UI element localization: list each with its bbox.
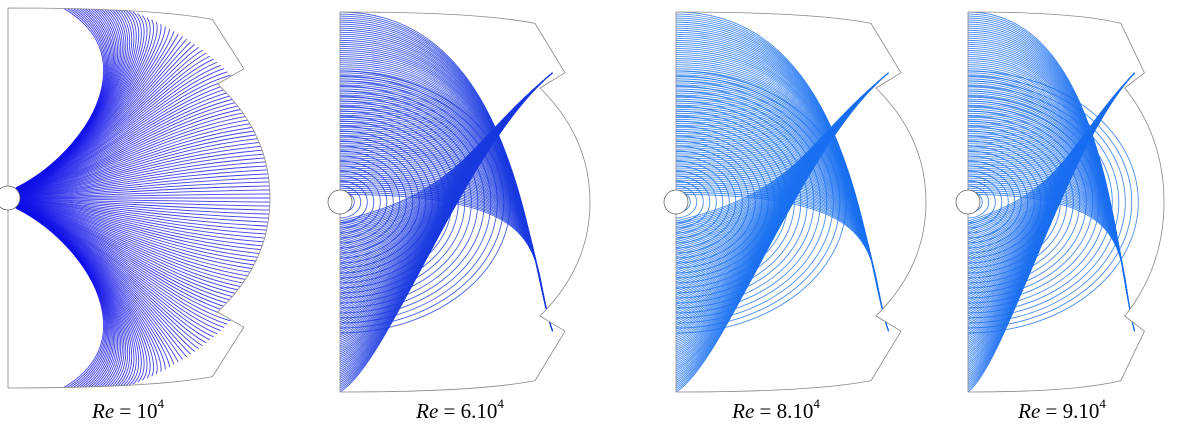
variable: Re — [416, 399, 438, 423]
streamlines — [8, 0, 283, 395]
relation: = — [760, 399, 772, 423]
hole — [956, 190, 980, 214]
caption: Re = 8.104 — [732, 398, 820, 424]
streamlines — [968, 12, 1138, 392]
caption: Re = 9.104 — [1018, 398, 1106, 424]
mantissa: 9.10 — [1063, 399, 1100, 423]
relation: = — [119, 399, 131, 423]
caption: Re = 104 — [92, 398, 164, 424]
variable: Re — [92, 399, 114, 423]
relation: = — [444, 399, 456, 423]
page: Re = 104 Re = 6.104 Re = 8.104 Re = 9.10… — [0, 0, 1183, 440]
streamlines — [340, 12, 553, 392]
hole — [328, 190, 352, 214]
exponent: 4 — [497, 396, 504, 411]
exponent: 4 — [1099, 396, 1106, 411]
exponent: 4 — [813, 396, 820, 411]
relation: = — [1046, 399, 1058, 423]
hole — [664, 190, 688, 214]
mantissa: 10 — [137, 399, 158, 423]
figure — [0, 0, 1183, 395]
hole — [0, 186, 20, 210]
mantissa: 8.10 — [777, 399, 814, 423]
mantissa: 6.10 — [461, 399, 498, 423]
variable: Re — [732, 399, 754, 423]
variable: Re — [1018, 399, 1040, 423]
caption: Re = 6.104 — [416, 398, 504, 424]
exponent: 4 — [158, 396, 165, 411]
streamlines — [676, 12, 889, 392]
